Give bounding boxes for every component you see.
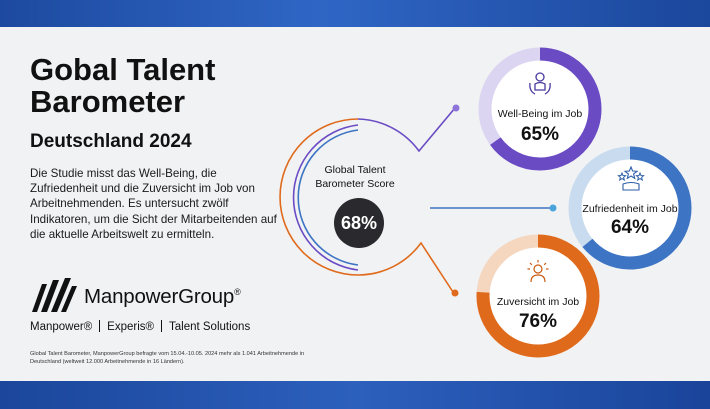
- page-subtitle: Deutschland 2024: [30, 131, 192, 152]
- subbrand-divider: [99, 320, 101, 332]
- ring-progress: [478, 47, 602, 171]
- connector-wellbeing: [357, 107, 456, 153]
- brand-registered-mark: ®: [234, 287, 241, 298]
- connector-dot-wellbeing: [452, 104, 460, 112]
- metric-value-zufriedenheit: 64%: [610, 217, 650, 238]
- bottom-band: [0, 381, 710, 409]
- score-value: 68%: [334, 198, 384, 248]
- ring-face: [578, 156, 682, 260]
- metric-label-wellbeing: Well-Being im Job: [497, 108, 583, 120]
- connector-dot-zuversicht: [451, 289, 459, 297]
- subbrand-talent-solutions: Talent Solutions: [169, 321, 251, 333]
- ring-progress: [476, 234, 600, 358]
- score-arc-purple: [292, 124, 359, 271]
- ring-face: [488, 57, 592, 161]
- metric-value-wellbeing: 65%: [520, 124, 560, 145]
- score-label: Global Talent Barometer Score: [315, 164, 395, 190]
- subbrand-list: Manpower® Experis® Talent Solutions: [30, 320, 250, 333]
- metric-value-zuversicht: 76%: [518, 311, 558, 332]
- subbrand-experis: Experis®: [107, 321, 154, 333]
- page-title: Gobal Talent Barometer: [30, 52, 216, 119]
- ring-zuversicht: [476, 234, 600, 358]
- wellbeing-icon: [529, 72, 551, 95]
- manpower-logo-icon: [32, 278, 77, 312]
- score-arc-blue: [297, 129, 359, 266]
- subbrand-manpower: Manpower®: [30, 321, 93, 333]
- brand-logo: ManpowerGroup®: [30, 276, 290, 316]
- metric-label-zufriedenheit: Zufriedenheit im Job: [582, 203, 678, 215]
- score-arc-orange: [279, 118, 359, 276]
- sun-person-icon: [527, 260, 549, 283]
- connector-dot-zufriedenheit: [549, 204, 557, 212]
- description-text: Die Studie misst das Well-Being, die Zuf…: [30, 167, 277, 241]
- ring-face: [486, 244, 590, 348]
- metric-label-zuversicht: Zuversicht im Job: [496, 296, 580, 308]
- stars-icon: [617, 166, 645, 191]
- ring-zufriedenheit: [568, 146, 692, 270]
- footnote: Global Talent Barometer, ManpowerGroup b…: [30, 351, 305, 365]
- subbrand-divider: [161, 320, 162, 332]
- brand-name: ManpowerGroup®: [84, 285, 241, 309]
- ring-wellbeing: [478, 47, 602, 171]
- brand-name-text: ManpowerGroup: [84, 285, 235, 308]
- connector-zuversicht: [357, 241, 454, 293]
- ring-progress: [568, 146, 692, 270]
- top-band: [0, 0, 710, 27]
